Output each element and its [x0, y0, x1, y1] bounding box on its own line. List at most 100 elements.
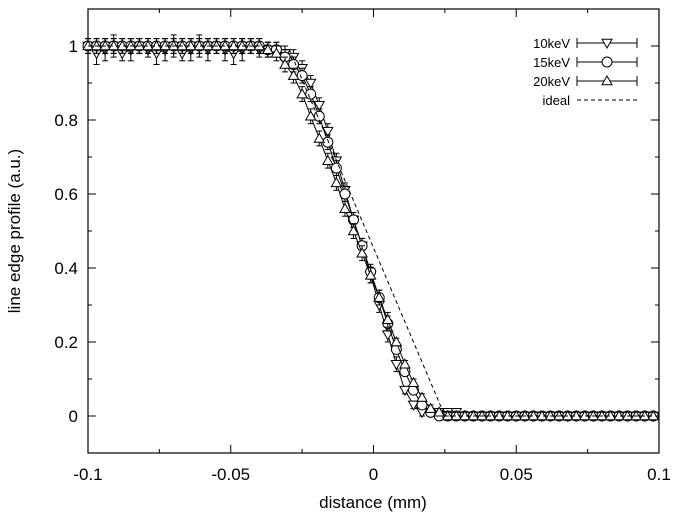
series-15keV [82, 38, 659, 422]
y-tick-label: 1 [69, 37, 78, 56]
data-point [364, 269, 377, 280]
data-point [253, 39, 266, 51]
y-tick-label: 0.4 [54, 259, 78, 278]
series-layer [82, 34, 660, 423]
data-point [124, 39, 137, 51]
data-point [424, 402, 437, 413]
data-point [244, 39, 257, 51]
data-point [287, 69, 300, 80]
data-point [536, 409, 548, 421]
x-axis-label: distance (mm) [319, 493, 427, 512]
data-point [476, 409, 488, 421]
data-point [107, 39, 120, 51]
data-point [613, 409, 625, 421]
data-point [407, 400, 420, 411]
legend-marker [601, 56, 613, 68]
data-point [227, 39, 240, 51]
data-point [458, 409, 471, 421]
data-point [399, 385, 411, 397]
data-point [270, 47, 283, 58]
data-point [202, 39, 214, 51]
data-point [347, 224, 360, 236]
series-10keV [82, 34, 660, 423]
data-point [356, 247, 368, 258]
data-point [184, 39, 197, 51]
data-point [150, 39, 163, 51]
data-point [90, 39, 103, 51]
data-point [321, 154, 334, 165]
data-point [450, 409, 463, 421]
data-point [596, 409, 608, 421]
data-point [381, 313, 394, 325]
series-line-ideal [88, 45, 659, 417]
x-tick-label: 0.1 [647, 465, 671, 484]
data-point [305, 88, 317, 100]
data-point [390, 335, 403, 347]
data-point [330, 176, 343, 188]
data-point [493, 409, 505, 421]
data-point [630, 409, 643, 421]
data-point [544, 409, 557, 421]
data-point [527, 409, 540, 421]
data-point [279, 58, 291, 69]
data-point [604, 409, 617, 421]
plot-frame [87, 8, 660, 454]
data-point [304, 78, 317, 90]
data-point [647, 409, 660, 421]
data-point [501, 409, 514, 421]
data-point [433, 406, 446, 417]
x-tick-label: 0 [369, 465, 378, 484]
legend: 10keV 15keV 20keV ideal [533, 36, 638, 108]
y-tick-label: 0.8 [54, 111, 78, 130]
legend-label: 20keV [533, 74, 570, 89]
legend-label: 10keV [533, 36, 570, 51]
data-point [407, 376, 420, 387]
data-point [210, 39, 223, 51]
data-point [159, 39, 171, 51]
data-point [82, 39, 94, 51]
data-point [467, 409, 480, 421]
data-point [553, 409, 565, 421]
data-point [339, 202, 351, 214]
data-point [373, 291, 386, 302]
data-point [133, 39, 146, 51]
data-point [99, 39, 111, 51]
legend-marker [601, 38, 613, 50]
legend-marker [601, 74, 613, 86]
data-point [167, 39, 180, 51]
data-point [587, 409, 600, 421]
data-point [262, 43, 274, 54]
axis-ticks: -0.1 -0.05 0 0.05 0.1 0 0.2 0.4 0.6 0.8 1 [54, 8, 671, 484]
data-point [142, 39, 154, 51]
y-axis-label: line edge profile (a.u.) [5, 149, 24, 313]
data-point [313, 100, 326, 112]
series-20keV [82, 38, 660, 421]
data-point [399, 358, 411, 369]
y-tick-label: 0.2 [54, 333, 78, 352]
data-point [570, 409, 583, 421]
data-point [638, 409, 651, 421]
data-point [236, 39, 249, 51]
data-point [561, 409, 574, 421]
data-point [510, 409, 523, 421]
data-point [578, 409, 591, 421]
y-tick-label: 0.6 [54, 185, 78, 204]
data-point [193, 39, 206, 51]
data-point [219, 39, 231, 51]
y-tick-label: 0 [69, 407, 78, 426]
legend-label: ideal [543, 93, 571, 108]
data-point [518, 409, 531, 421]
x-tick-label: 0.05 [500, 465, 533, 484]
legend-label: 15keV [533, 55, 570, 70]
x-tick-label: -0.05 [211, 465, 250, 484]
data-point [621, 409, 634, 421]
data-point [313, 132, 326, 143]
data-point [441, 409, 454, 421]
data-point [304, 110, 317, 121]
data-point [296, 70, 308, 82]
x-tick-label: -0.1 [73, 465, 102, 484]
data-point [176, 39, 189, 51]
data-point [390, 359, 403, 371]
data-point [296, 88, 308, 99]
